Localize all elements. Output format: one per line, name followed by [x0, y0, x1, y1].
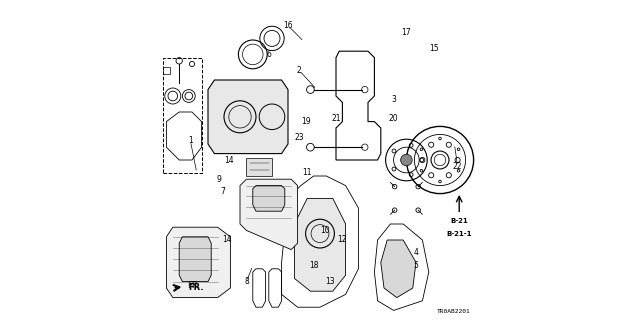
Polygon shape — [253, 186, 285, 211]
Text: 9: 9 — [217, 175, 221, 184]
Text: 19: 19 — [301, 117, 310, 126]
Text: FR.: FR. — [188, 284, 204, 292]
Text: 13: 13 — [324, 277, 335, 286]
Text: 10: 10 — [320, 226, 330, 235]
Polygon shape — [179, 237, 211, 282]
Text: 23: 23 — [294, 133, 304, 142]
Polygon shape — [240, 179, 298, 250]
Text: 14: 14 — [224, 156, 234, 164]
Text: 11: 11 — [303, 168, 312, 177]
Bar — [246, 158, 272, 176]
Text: 2: 2 — [297, 66, 301, 75]
Text: 22: 22 — [453, 162, 462, 171]
Text: 17: 17 — [401, 28, 412, 36]
Text: 6: 6 — [266, 50, 271, 59]
Text: 5: 5 — [413, 261, 419, 270]
Text: 16: 16 — [283, 21, 293, 30]
Text: 18: 18 — [309, 261, 318, 270]
Text: 7: 7 — [220, 188, 225, 196]
Polygon shape — [208, 80, 288, 154]
Text: 4: 4 — [413, 248, 419, 257]
Polygon shape — [166, 227, 230, 298]
Circle shape — [435, 154, 445, 166]
Text: 20: 20 — [388, 114, 399, 123]
Text: 3: 3 — [391, 95, 396, 104]
Text: 14: 14 — [222, 236, 232, 244]
Polygon shape — [381, 240, 416, 298]
Text: 1: 1 — [188, 136, 193, 145]
Text: 15: 15 — [429, 44, 438, 52]
Text: B-21: B-21 — [451, 218, 468, 224]
Bar — [163, 67, 170, 74]
Text: TR0AB2201: TR0AB2201 — [436, 308, 470, 314]
Text: B-21-1: B-21-1 — [447, 231, 472, 236]
Circle shape — [401, 154, 412, 166]
Text: FR.: FR. — [173, 281, 200, 291]
Polygon shape — [294, 198, 346, 291]
Text: 8: 8 — [244, 277, 249, 286]
Bar — [163, 58, 202, 173]
Text: 12: 12 — [338, 236, 347, 244]
Text: 21: 21 — [332, 114, 340, 123]
